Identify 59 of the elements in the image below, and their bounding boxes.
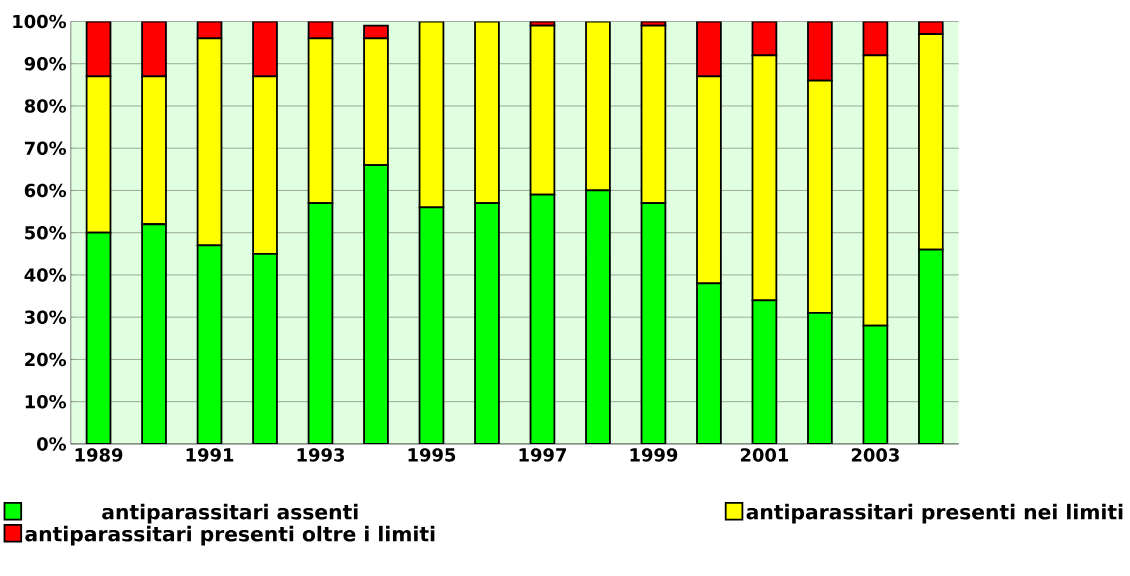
bar bbox=[418, 206, 445, 444]
bar bbox=[529, 24, 556, 196]
x-tick-label: 1997 bbox=[519, 447, 566, 462]
bar bbox=[696, 282, 722, 444]
bar bbox=[85, 75, 112, 234]
bar bbox=[418, 21, 445, 209]
y-tick-label: 60% bbox=[24, 183, 67, 198]
bar bbox=[307, 37, 334, 204]
bar bbox=[918, 33, 944, 251]
x-tick-label: 1999 bbox=[630, 447, 678, 462]
bar bbox=[85, 21, 112, 78]
bar bbox=[862, 324, 889, 444]
bar bbox=[585, 189, 611, 444]
bar bbox=[640, 24, 667, 204]
y-tick-label: 70% bbox=[24, 141, 67, 155]
x-tick-label: 1995 bbox=[408, 447, 456, 462]
bar bbox=[918, 248, 944, 444]
bar bbox=[252, 75, 278, 255]
y-tick-label: 0% bbox=[37, 436, 67, 451]
bar bbox=[640, 202, 667, 444]
bar bbox=[807, 21, 833, 82]
bar bbox=[363, 37, 389, 166]
legend-label: antiparassitari presenti nei limiti bbox=[746, 503, 1123, 524]
bar bbox=[141, 21, 167, 78]
bar bbox=[141, 75, 167, 225]
bar bbox=[696, 21, 722, 78]
y-tick-label: 90% bbox=[24, 56, 67, 71]
x-tick-label: 2003 bbox=[851, 447, 899, 462]
bar bbox=[529, 193, 556, 444]
y-tick-label: 50% bbox=[25, 225, 67, 240]
bar bbox=[862, 54, 889, 327]
bar bbox=[141, 223, 167, 444]
bar bbox=[807, 79, 833, 314]
bar bbox=[85, 231, 112, 444]
bar bbox=[474, 202, 500, 444]
y-tick-label: 10% bbox=[25, 394, 67, 409]
text: antiparassitari assenti bbox=[102, 503, 358, 524]
bar bbox=[196, 244, 223, 444]
x-tick-label: 1993 bbox=[297, 447, 344, 462]
y-tick-label: 100% bbox=[13, 14, 67, 29]
y-tick-label: 80% bbox=[24, 99, 67, 113]
bar bbox=[807, 311, 833, 444]
bar bbox=[252, 252, 278, 444]
bar bbox=[585, 21, 611, 192]
y-tick-label: 30% bbox=[24, 310, 67, 324]
y-tick-label: 20% bbox=[25, 352, 67, 367]
bar bbox=[474, 21, 500, 204]
bar bbox=[751, 299, 778, 444]
bar bbox=[363, 164, 389, 444]
x-tick-label: 2001 bbox=[740, 447, 789, 462]
bar bbox=[252, 21, 278, 78]
x-tick-label: 1989 bbox=[75, 447, 123, 462]
x-tick-label: 1991 bbox=[186, 447, 234, 462]
y-tick-label: 40% bbox=[24, 267, 67, 282]
bar bbox=[696, 75, 722, 285]
bar bbox=[751, 54, 778, 301]
bar bbox=[196, 37, 223, 247]
legend-label: antiparassitari presenti oltre i limiti bbox=[25, 525, 435, 546]
bar bbox=[307, 202, 334, 444]
